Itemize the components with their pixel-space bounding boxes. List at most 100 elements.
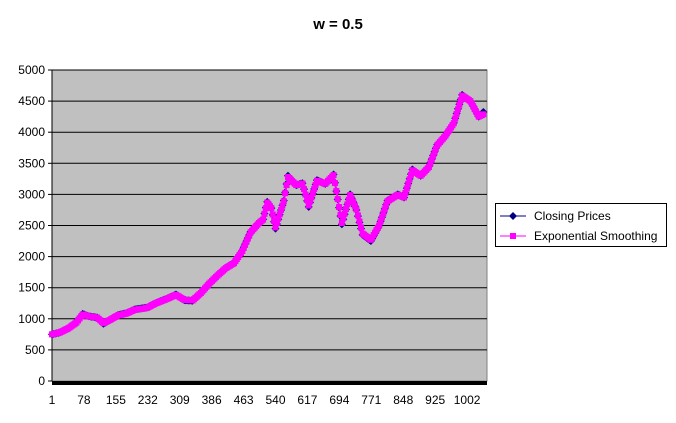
y-tick-label: 3500 [18,156,45,170]
marker-exponential-smoothing [301,186,308,193]
marker-exponential-smoothing [405,180,412,187]
marker-exponential-smoothing [454,106,461,113]
marker-exponential-smoothing [406,176,413,183]
x-tick-label: 78 [77,393,91,407]
marker-exponential-smoothing [336,204,343,211]
marker-exponential-smoothing [376,222,383,229]
marker-exponential-smoothing [425,164,432,171]
marker-exponential-smoothing [383,202,390,209]
marker-exponential-smoothing [283,182,290,189]
marker-exponential-smoothing [347,192,354,199]
marker-exponential-smoothing [239,248,246,255]
y-tick-label: 2500 [18,219,45,233]
legend-key-exponential-smoothing [500,233,526,239]
marker-exponential-smoothing [338,220,345,227]
marker-exponential-smoothing [343,206,350,213]
marker-exponential-smoothing [279,202,286,209]
marker-exponential-smoothing [311,186,318,193]
marker-exponential-smoothing [276,211,283,218]
marker-exponential-smoothing [331,180,338,187]
marker-exponential-smoothing [341,210,348,217]
marker-exponential-smoothing [305,202,312,209]
x-tick-label: 232 [138,393,158,407]
marker-exponential-smoothing [240,244,247,251]
marker-exponential-smoothing [402,189,409,196]
marker-exponential-smoothing [430,153,437,160]
marker-exponential-smoothing [480,111,487,118]
marker-exponential-smoothing [381,206,388,213]
marker-exponential-smoothing [401,194,408,201]
marker-exponential-smoothing [272,224,279,231]
marker-exponential-smoothing [278,206,285,213]
marker-exponential-smoothing [358,224,365,231]
y-tick-label: 0 [38,374,45,388]
marker-exponential-smoothing [307,198,314,205]
marker-exponential-smoothing [354,212,361,219]
marker-exponential-smoothing [452,115,459,122]
marker-exponential-smoothing [351,202,358,209]
marker-exponential-smoothing [457,97,464,104]
marker-exponential-smoothing [407,171,414,178]
y-tick-label: 4000 [18,125,45,139]
x-tick-label: 1002 [454,393,481,407]
marker-exponential-smoothing [243,238,250,245]
marker-exponential-smoothing [280,198,287,205]
x-tick-label: 925 [425,393,445,407]
marker-exponential-smoothing [302,191,309,198]
y-tick-label: 1500 [18,281,45,295]
marker-exponential-smoothing [337,212,344,219]
marker-exponential-smoothing [431,149,438,156]
y-tick-label: 3000 [18,187,45,201]
legend-label-closing-prices: Closing Prices [534,209,611,223]
legend-key-closing-prices [500,212,526,220]
marker-exponential-smoothing [334,196,341,203]
marker-exponential-smoothing [428,156,435,163]
y-tick-label: 5000 [18,63,45,77]
marker-exponential-smoothing [309,190,316,197]
marker-exponential-smoothing [403,185,410,192]
legend: Closing Prices Exponential Smoothing [495,203,667,247]
y-tick-label: 2000 [18,250,45,264]
marker-exponential-smoothing [268,205,275,212]
x-tick-label: 694 [329,393,349,407]
x-tick-label: 1 [49,393,56,407]
marker-exponential-smoothing [344,201,351,208]
marker-exponential-smoothing [456,101,463,108]
marker-exponential-smoothing [377,218,384,225]
x-tick-label: 771 [361,393,381,407]
marker-exponential-smoothing [261,210,268,217]
marker-exponential-smoothing [350,199,357,206]
marker-exponential-smoothing [282,190,289,197]
marker-exponential-smoothing [312,181,319,188]
marker-exponential-smoothing [275,215,282,222]
marker-exponential-smoothing [246,232,253,239]
legend-label-exponential-smoothing: Exponential Smoothing [534,229,658,243]
plot-area: 0 500 1000 1500 2000 2500 3000 3500 4000 4500 5000… [18,63,488,407]
marker-exponential-smoothing [333,188,340,195]
marker-exponential-smoothing [427,160,434,167]
y-tick-label: 4500 [18,94,45,108]
marker-exponential-smoothing [432,145,439,152]
x-tick-label: 540 [265,393,285,407]
x-axis-band [52,381,487,385]
chart-title: w = 0.5 [313,16,363,33]
marker-exponential-smoothing [450,120,457,127]
marker-exponential-smoothing [378,214,385,221]
marker-exponential-smoothing [299,180,306,187]
x-tick-label: 386 [202,393,222,407]
x-tick-label: 463 [234,393,254,407]
y-tick-label: 500 [25,343,45,357]
marker-exponential-smoothing [356,218,363,225]
marker-exponential-smoothing [244,235,251,242]
x-tick-label: 155 [106,393,126,407]
marker-exponential-smoothing [273,220,280,227]
marker-exponential-smoothing [260,216,267,223]
y-tick-label: 1000 [18,312,45,326]
x-tick-label: 848 [393,393,413,407]
marker-exponential-smoothing [348,195,355,202]
marker-exponential-smoothing [330,172,337,179]
marker-exponential-smoothing [262,205,269,212]
marker-exponential-smoothing [269,211,276,218]
marker-exponential-smoothing [353,206,360,213]
